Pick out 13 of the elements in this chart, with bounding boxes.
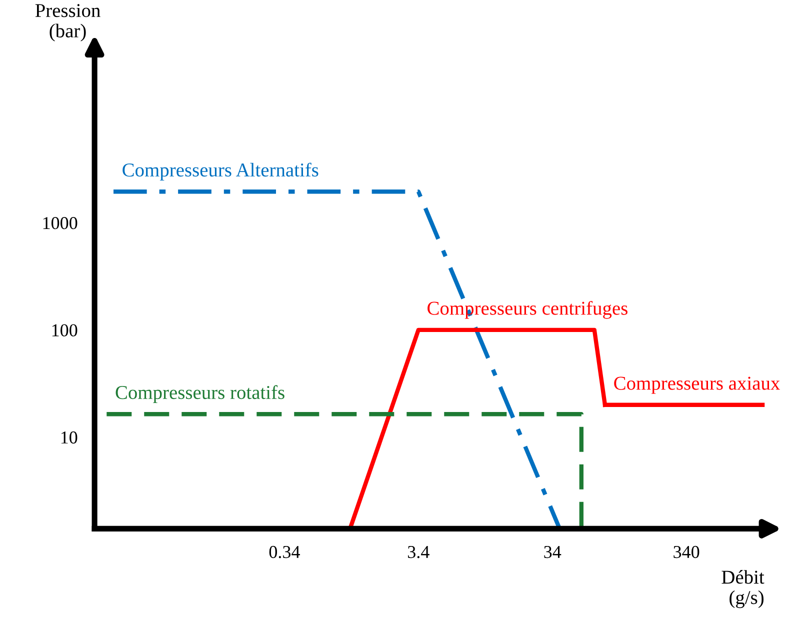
x-tick-label: 0.34 (269, 546, 300, 558)
series-label: Compresseurs rotatifs (116, 385, 284, 404)
y-tick-label: 100 (52, 324, 78, 336)
series-label: Compresseurs Alternatifs (122, 162, 318, 181)
x-tick-label: 3.4 (408, 546, 430, 558)
x-tick-label: 34 (544, 546, 562, 558)
y-tick-label: 1000 (43, 216, 78, 230)
x-tick-label: 340 (674, 546, 700, 558)
y-axis-title: Pression (bar) (35, 4, 100, 42)
x-axis-title: Débit (g/s) (722, 570, 764, 608)
series-label: Compresseurs axiaux (614, 376, 780, 394)
y-tick-label: 10 (61, 431, 78, 444)
series-label: Compresseurs centrifuges (428, 300, 628, 319)
